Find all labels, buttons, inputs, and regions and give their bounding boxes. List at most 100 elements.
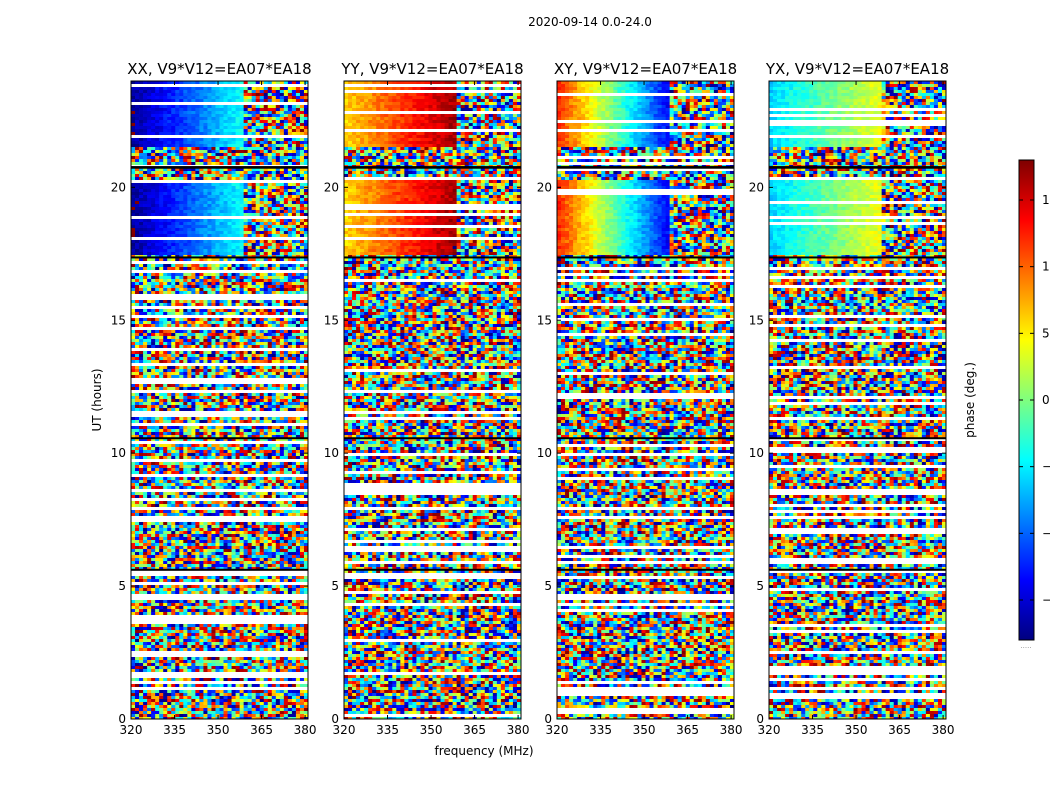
phase-cell (223, 432, 228, 435)
phase-cell (183, 186, 188, 189)
phase-cell (191, 276, 196, 279)
phase-cell (251, 345, 257, 348)
phase-cell (283, 198, 289, 201)
phase-cell (199, 177, 204, 180)
phase-cell (231, 288, 236, 291)
phase-cell (171, 252, 176, 255)
phase-cell (171, 111, 176, 114)
phase-cell (139, 420, 144, 423)
phase-cell (147, 189, 152, 192)
phase-cell (215, 228, 220, 231)
phase-cell (207, 99, 212, 102)
phase-cell (231, 312, 236, 315)
phase-cell (215, 336, 220, 339)
phase-cell (215, 282, 220, 285)
phase-cell (303, 351, 308, 354)
phase-cell (263, 126, 269, 129)
phase-cell (283, 222, 289, 225)
phase-cell (143, 312, 148, 315)
phase-cell (283, 159, 289, 162)
phase-cell (259, 366, 265, 369)
phase-cell (147, 258, 152, 261)
phase-cell (227, 465, 232, 468)
phase-cell (139, 138, 144, 141)
phase-cell (131, 486, 136, 489)
phase-cell (263, 132, 269, 135)
phase-cell (167, 480, 172, 483)
phase-cell (267, 384, 273, 387)
phase-cell (291, 312, 297, 315)
phase-cell (163, 333, 168, 336)
phase-cell (167, 330, 172, 333)
phase-cell (223, 324, 228, 327)
phase-cell (135, 492, 140, 495)
phase-cell (239, 276, 245, 279)
phase-cell (147, 126, 152, 129)
phase-cell (291, 420, 297, 423)
phase-cell (143, 228, 148, 231)
phase-cell (139, 126, 144, 129)
phase-cell (163, 336, 168, 339)
phase-cell (167, 462, 172, 465)
phase-cell (203, 126, 208, 129)
phase-cell (191, 432, 196, 435)
phase-cell (159, 330, 164, 333)
phase-cell (151, 222, 156, 225)
phase-cell (275, 495, 281, 498)
phase-cell (155, 396, 160, 399)
phase-cell (271, 144, 277, 147)
phase-cell (187, 318, 192, 321)
phase-cell (159, 435, 164, 438)
phase-cell (275, 96, 281, 99)
phase-cell (287, 177, 293, 180)
phase-cell (179, 147, 184, 150)
phase-cell (231, 471, 236, 474)
phase-cell (251, 210, 257, 213)
phase-cell (291, 495, 297, 498)
phase-cell (207, 318, 212, 321)
phase-cell (207, 186, 212, 189)
phase-cell (243, 420, 249, 423)
phase-cell (211, 330, 216, 333)
phase-cell (135, 339, 140, 342)
phase-cell (151, 417, 156, 420)
phase-cell (195, 210, 200, 213)
phase-cell (179, 309, 184, 312)
phase-cell (191, 339, 196, 342)
phase-cell (163, 429, 168, 432)
phase-cell (135, 249, 140, 252)
phase-cell (299, 453, 305, 456)
phase-cell (143, 447, 148, 450)
phase-cell (239, 213, 245, 216)
phase-cell (267, 96, 273, 99)
phase-cell (223, 105, 228, 108)
phase-cell (243, 258, 249, 261)
phase-cell (295, 132, 301, 135)
phase-cell (227, 453, 232, 456)
phase-cell (263, 114, 269, 117)
phase-cell (255, 192, 261, 195)
phase-cell (151, 93, 156, 96)
phase-cell (303, 231, 308, 234)
phase-cell (243, 396, 249, 399)
phase-cell (247, 144, 253, 147)
phase-cell (255, 207, 261, 210)
phase-cell (291, 366, 297, 369)
phase-cell (207, 417, 212, 420)
phase-cell (255, 96, 261, 99)
phase-cell (219, 345, 224, 348)
phase-cell (135, 303, 140, 306)
phase-cell (247, 249, 253, 252)
phase-cell (215, 246, 220, 249)
phase-cell (159, 183, 164, 186)
phase-cell (299, 444, 305, 447)
phase-cell (147, 252, 152, 255)
phase-cell (199, 240, 204, 243)
phase-cell (139, 201, 144, 204)
phase-cell (247, 288, 253, 291)
phase-cell (159, 276, 164, 279)
phase-cell (211, 351, 216, 354)
phase-cell (295, 258, 301, 261)
phase-cell (159, 189, 164, 192)
phase-cell (135, 312, 140, 315)
